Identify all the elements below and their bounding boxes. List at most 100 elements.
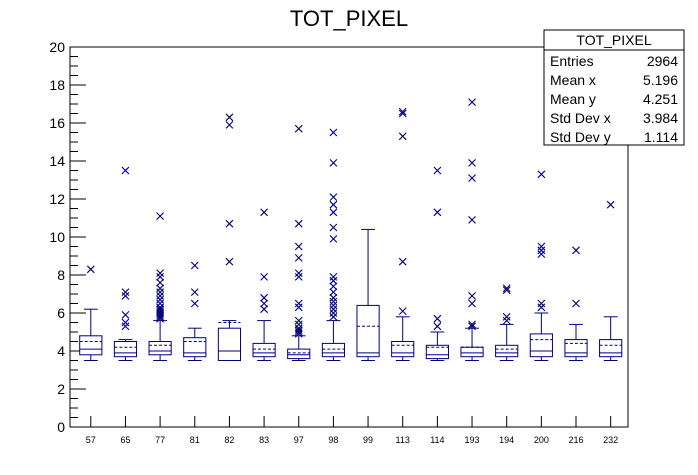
outlier-point: [468, 159, 476, 167]
box-98: [321, 128, 345, 361]
box-body: [79, 335, 103, 356]
outlier-point: [537, 170, 546, 179]
box-65: [113, 166, 138, 361]
stats-label: Entries: [550, 53, 594, 69]
outlier-point: [294, 316, 303, 325]
outlier-point: [329, 276, 338, 285]
box-body: [495, 344, 519, 358]
outlier-point: [260, 293, 268, 302]
outlier-point: [294, 242, 303, 251]
outlier-point: [329, 297, 338, 306]
x-tick-label: 114: [430, 435, 444, 445]
y-tick-label: 16: [49, 115, 65, 131]
y-tick-label: 10: [49, 229, 65, 245]
outlier-point: [329, 223, 338, 232]
outlier-point: [537, 250, 546, 258]
stats-label: Std Dev x: [550, 110, 611, 126]
outlier-point: [329, 273, 338, 281]
box-232: [599, 200, 623, 361]
box-body: [148, 341, 172, 356]
box-193: [460, 98, 484, 361]
x-tick-label: 65: [120, 435, 130, 445]
outlier-point: [190, 288, 199, 296]
stats-value: 3.984: [643, 110, 678, 126]
outlier-point: [294, 124, 303, 133]
outlier-point: [329, 301, 338, 310]
outlier-point: [433, 208, 442, 217]
y-tick-label: 14: [49, 153, 65, 169]
stats-value: 5.196: [643, 72, 678, 88]
outlier-point: [156, 309, 165, 317]
box-82: [217, 113, 242, 362]
outlier-point: [329, 312, 338, 321]
box-97: [287, 124, 311, 361]
outlier-point: [329, 305, 338, 314]
x-tick-label: 193: [465, 435, 480, 445]
outlier-point: [121, 311, 130, 319]
stats-label: Mean y: [550, 91, 596, 107]
outlier-point: [294, 219, 303, 228]
outlier-point: [156, 284, 165, 293]
outlier-point: [156, 307, 165, 315]
outlier-point: [294, 330, 303, 338]
outlier-point: [156, 273, 165, 281]
outlier-point: [156, 314, 165, 323]
outlier-point: [156, 303, 165, 312]
y-tick-label: 18: [49, 77, 65, 93]
box-body: [113, 341, 138, 358]
x-tick-label: 113: [396, 435, 410, 445]
outlier-point: [572, 246, 580, 255]
outlier-point: [294, 303, 303, 312]
outlier-point: [468, 320, 476, 329]
box-body: [252, 342, 276, 358]
outlier-point: [502, 286, 511, 295]
box-series: [79, 98, 623, 362]
box-81: [183, 261, 207, 361]
outlier-point: [502, 316, 511, 325]
box-body: [183, 337, 207, 358]
box-body: [460, 346, 484, 358]
box-body: [564, 339, 588, 358]
box-99: [356, 228, 380, 361]
box-194: [495, 284, 519, 361]
stats-label: Std Dev y: [550, 129, 611, 145]
outlier-point: [398, 107, 407, 116]
box-body: [217, 327, 242, 362]
outlier-point: [190, 299, 199, 308]
outlier-point: [294, 328, 303, 336]
stats-box-title: TOT_PIXEL: [576, 32, 651, 48]
outlier-point: [468, 216, 476, 224]
outlier-point: [329, 208, 338, 217]
y-axis: 0 2 4 6 8 10 12 14 16 18 20: [49, 39, 86, 435]
box-113: [391, 107, 415, 361]
x-tick-label: 194: [499, 435, 514, 445]
x-tick-label: 98: [328, 435, 338, 445]
y-tick-label: 4: [57, 343, 65, 359]
outlier-point: [225, 121, 234, 129]
outlier-point: [433, 166, 442, 175]
x-tick-label: 83: [259, 435, 269, 445]
x-tick-label: 77: [155, 435, 165, 445]
outlier-point: [537, 246, 546, 255]
outlier-point: [156, 288, 165, 296]
box-216: [564, 246, 588, 361]
outlier-point: [156, 278, 165, 287]
outlier-point: [294, 326, 303, 334]
outlier-point: [433, 322, 442, 331]
x-tick-label: 99: [363, 435, 373, 445]
outlier-point: [121, 322, 130, 331]
outlier-point: [329, 159, 338, 167]
y-tick-label: 20: [49, 39, 65, 55]
outlier-point: [156, 299, 165, 308]
box-body: [599, 339, 623, 358]
outlier-point: [468, 98, 476, 106]
outlier-point: [156, 295, 165, 304]
outlier-point: [502, 312, 511, 321]
x-tick-label: 82: [224, 435, 234, 445]
box-114: [425, 166, 449, 361]
outlier-point: [225, 113, 234, 122]
outlier-point: [329, 282, 338, 291]
outlier-point: [329, 235, 338, 243]
outlier-point: [156, 292, 165, 300]
